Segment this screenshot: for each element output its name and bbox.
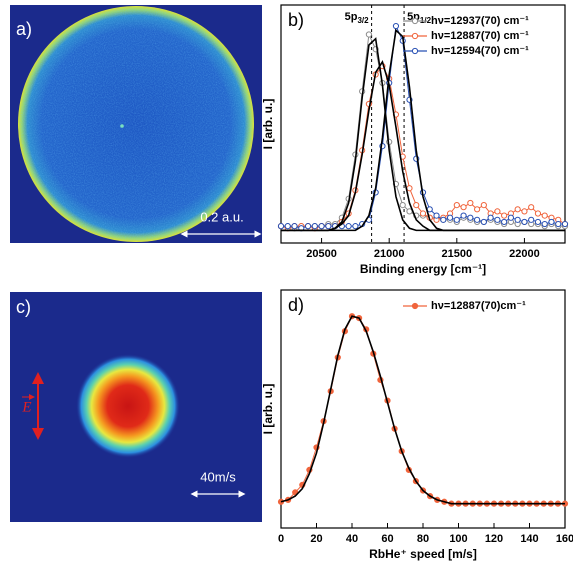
data-point	[487, 214, 494, 221]
fit-curve	[281, 59, 565, 232]
data-point	[561, 220, 569, 228]
data-point	[494, 208, 501, 215]
fit-curve	[280, 315, 565, 505]
data-point	[291, 223, 298, 230]
panel-label: a)	[16, 19, 32, 39]
data-point	[501, 218, 508, 226]
annotation: 5p3/2	[345, 11, 370, 25]
data-point	[284, 223, 291, 230]
x-tick-label: 20	[310, 533, 322, 545]
data-line	[280, 315, 565, 505]
data-point	[541, 220, 548, 228]
legend-marker	[411, 47, 419, 55]
data-point	[473, 206, 481, 213]
x-tick-label: 40	[346, 533, 358, 545]
data-point	[277, 223, 285, 230]
plot-frame	[280, 4, 566, 244]
x-tick-label: 140	[520, 533, 538, 545]
x-axis-title: RbHe⁺ speed [m/s]	[369, 547, 477, 561]
x-tick-label: 160	[556, 533, 573, 545]
data-point	[352, 223, 359, 230]
x-tick-label: 60	[381, 533, 393, 545]
data-point	[521, 218, 528, 226]
scale-bar-label: 0.2 a.u.	[200, 209, 243, 224]
image-noise	[20, 8, 252, 240]
annotation-label: 5p	[345, 11, 358, 23]
center-spot	[120, 124, 124, 128]
data-point	[345, 223, 352, 230]
data-point	[399, 201, 406, 209]
data-point	[494, 216, 501, 223]
data-point	[528, 216, 535, 223]
data-point	[413, 201, 420, 209]
legend-label: hν=12887(70)cm⁻¹	[431, 300, 526, 312]
data-point	[433, 212, 440, 219]
legend-label: hν=12887(70) cm⁻¹	[431, 30, 529, 42]
y-axis-title: I [arb. u.]	[261, 384, 275, 435]
x-tick-label: 0	[278, 533, 284, 545]
data-point	[318, 223, 325, 230]
data-point	[453, 201, 460, 209]
ion-image	[76, 354, 180, 458]
data-point	[541, 212, 548, 219]
data-point	[446, 214, 454, 221]
data-point	[501, 212, 508, 219]
data-point	[521, 208, 528, 215]
x-tick-label: 21500	[442, 248, 473, 260]
data-point	[480, 201, 487, 209]
image-panel-c: c) E 40m/s	[10, 292, 262, 522]
field-label: E	[21, 399, 31, 415]
legend-marker	[411, 17, 419, 25]
scale-bar-label: 40m/s	[200, 469, 236, 484]
data-point	[467, 199, 474, 207]
data-point	[419, 210, 427, 217]
data-point	[467, 214, 474, 221]
data-point	[453, 216, 460, 223]
data-point	[392, 22, 400, 30]
data-point	[548, 218, 555, 226]
legend-label: hν=12594(70) cm⁻¹	[431, 45, 529, 57]
data-point	[514, 216, 521, 223]
annotation-subscript: 3/2	[357, 16, 369, 25]
data-line	[280, 65, 566, 229]
panel-label: c)	[16, 297, 31, 317]
y-axis-title: I [arb. u.]	[261, 99, 275, 150]
data-point	[555, 220, 562, 228]
x-tick-label: 21000	[374, 248, 405, 260]
data-point	[514, 206, 521, 213]
data-point	[325, 223, 332, 230]
data-point	[534, 218, 542, 226]
x-tick-label: 120	[485, 533, 503, 545]
annotation: 5p1/2	[407, 11, 432, 25]
x-tick-label: 22000	[509, 248, 540, 260]
data-point	[440, 216, 447, 223]
data-point	[460, 204, 467, 211]
legend-marker	[411, 302, 419, 310]
legend-label: hν=12937(70) cm⁻¹	[431, 15, 529, 27]
data-point	[304, 223, 312, 230]
data-point	[311, 223, 318, 230]
data-point	[534, 210, 542, 217]
x-tick-label: 100	[449, 533, 467, 545]
data-point	[460, 212, 467, 219]
legend-marker	[411, 32, 419, 40]
data-point	[528, 204, 535, 211]
data-point	[480, 218, 487, 226]
panel-label: d)	[288, 295, 304, 315]
x-axis-title: Binding energy [cm⁻¹]	[360, 262, 486, 276]
x-tick-label: 20500	[306, 248, 337, 260]
fit-curve	[281, 37, 565, 232]
x-tick-label: 80	[417, 533, 429, 545]
data-point	[507, 214, 515, 221]
data-point	[365, 31, 373, 38]
data-point	[406, 185, 413, 192]
data-point	[473, 216, 481, 223]
fit-curve	[281, 28, 565, 232]
panel-label: b)	[288, 10, 304, 30]
image-panel-a: a) 0.2 a.u.	[10, 5, 262, 243]
